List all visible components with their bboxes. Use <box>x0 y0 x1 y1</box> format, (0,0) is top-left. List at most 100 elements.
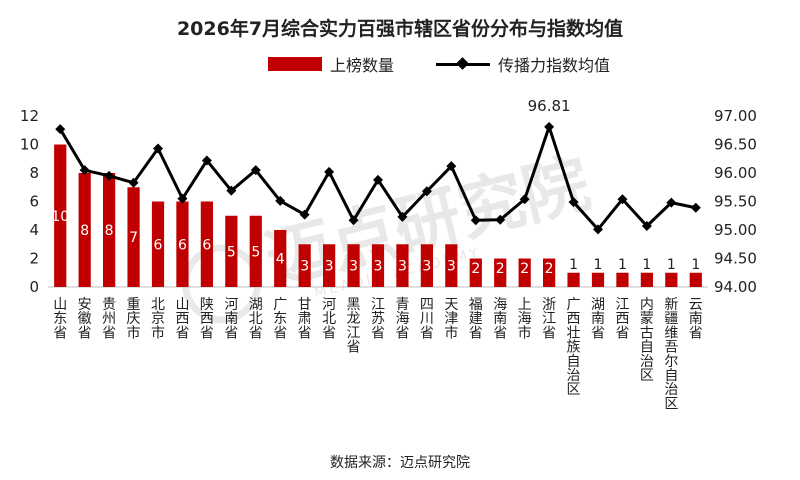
x-tick-label: 青海省 <box>395 297 409 341</box>
x-tick-label: 江苏省 <box>371 297 385 341</box>
bar-value-label: 2 <box>496 261 505 277</box>
line-point <box>79 165 90 176</box>
line-point <box>519 194 530 205</box>
line-point <box>226 185 237 196</box>
x-tick-label: 重庆市 <box>127 297 141 341</box>
line-point <box>397 211 408 222</box>
line-point <box>299 209 310 220</box>
x-tick-label: 新疆维吾尔自治区 <box>664 297 678 412</box>
x-tick-label: 河南省 <box>224 297 238 341</box>
legend-bar-swatch <box>268 57 322 71</box>
bar <box>494 258 507 287</box>
bar-value-label: 3 <box>374 259 383 275</box>
line-point <box>470 215 481 226</box>
bar-value-label: 3 <box>422 259 431 275</box>
y-left-tick-label: 10 <box>20 136 39 154</box>
bar-value-label: 3 <box>325 259 334 275</box>
y-right-tick-label: 96.00 <box>714 164 757 182</box>
bar <box>420 244 433 287</box>
line-point <box>104 170 115 181</box>
y-right-tick-label: 94.00 <box>714 278 757 296</box>
bar <box>249 215 262 287</box>
line-point <box>128 177 139 188</box>
y-left-tick-label: 2 <box>29 250 39 268</box>
line-point <box>593 224 603 235</box>
x-tick-label: 广西壮族自治区 <box>567 297 581 398</box>
line-point <box>153 143 163 154</box>
bar <box>200 201 213 287</box>
line-annotation-label: 96.81 <box>528 97 571 115</box>
y-right-tick-label: 95.50 <box>714 193 757 211</box>
x-tick-label: 云南省 <box>689 297 703 341</box>
line-point <box>373 174 383 185</box>
bar <box>689 272 702 287</box>
bar <box>347 244 360 287</box>
chart-title: 2026年7月综合实力百强市辖区省份分布与指数均值 <box>176 18 624 40</box>
x-tick-label: 贵州省 <box>102 297 116 341</box>
bar <box>445 244 458 287</box>
bar-value-label: 8 <box>80 223 89 239</box>
bar <box>371 244 385 287</box>
x-tick-label: 北京市 <box>151 297 165 341</box>
bar-value-label: 3 <box>447 259 456 275</box>
x-tick-label: 湖南省 <box>591 297 605 341</box>
x-tick-label: 安徽省 <box>78 297 92 341</box>
line-point <box>446 161 457 172</box>
x-tick-label: 海南省 <box>493 297 507 341</box>
line-point <box>421 186 432 197</box>
x-tick-label: 陕西省 <box>200 297 214 341</box>
bar-value-label: 2 <box>471 261 480 277</box>
line-point <box>250 165 261 176</box>
bar <box>616 272 629 287</box>
y-left-tick-label: 8 <box>29 164 39 182</box>
x-tick-label: 福建省 <box>469 297 483 341</box>
source-note: 数据来源：迈点研究院 <box>330 455 470 471</box>
bar-value-label: 6 <box>154 237 163 253</box>
bar <box>640 272 653 287</box>
bar-value-label: 1 <box>667 257 676 273</box>
x-tick-label: 黑龙江省 <box>347 297 361 356</box>
y-left-tick-label: 4 <box>29 221 39 239</box>
bar-value-label: 8 <box>105 223 114 239</box>
bar <box>665 272 678 287</box>
bar-value-label: 2 <box>545 261 554 277</box>
x-tick-label: 内蒙古自治区 <box>640 297 654 384</box>
line-point <box>55 124 66 135</box>
bar <box>127 187 140 287</box>
line-point <box>495 214 506 225</box>
legend-label-line: 传播力指数均值 <box>498 56 611 75</box>
line-point <box>324 166 335 177</box>
x-tick-label: 江西省 <box>615 297 629 341</box>
x-tick-label: 湖北省 <box>249 297 263 341</box>
bar <box>518 258 531 287</box>
bar-value-label: 6 <box>202 237 211 253</box>
watermark: 迈点研究院MEADIN ACADEMY <box>182 144 597 324</box>
bar-value-label: 1 <box>569 257 578 273</box>
bar-value-label: 5 <box>227 244 236 260</box>
line-point <box>177 193 188 204</box>
bar-value-label: 4 <box>276 252 285 268</box>
bar <box>543 258 556 287</box>
bar <box>54 144 67 287</box>
bar <box>298 244 311 287</box>
bar <box>103 173 116 287</box>
y-left-tick-label: 12 <box>20 107 39 125</box>
bar <box>225 215 238 287</box>
bar <box>274 230 287 287</box>
x-tick-label: 河北省 <box>322 297 336 341</box>
line-point <box>690 202 701 213</box>
bar-value-label: 5 <box>251 244 260 260</box>
x-tick-label: 山西省 <box>175 297 189 341</box>
legend-item-bar: 上榜数量 <box>268 52 394 76</box>
legend-item-line: 传播力指数均值 <box>436 52 610 76</box>
bar <box>176 201 189 287</box>
y-right-tick-label: 96.50 <box>714 136 757 154</box>
x-tick-label: 天津市 <box>444 297 458 341</box>
line-point <box>568 197 579 208</box>
line-point <box>641 221 652 232</box>
x-tick-label: 山东省 <box>53 297 67 341</box>
y-left-tick-label: 0 <box>29 278 39 296</box>
bar-value-label: 10 <box>51 209 69 225</box>
x-tick-label: 上海市 <box>518 297 532 341</box>
